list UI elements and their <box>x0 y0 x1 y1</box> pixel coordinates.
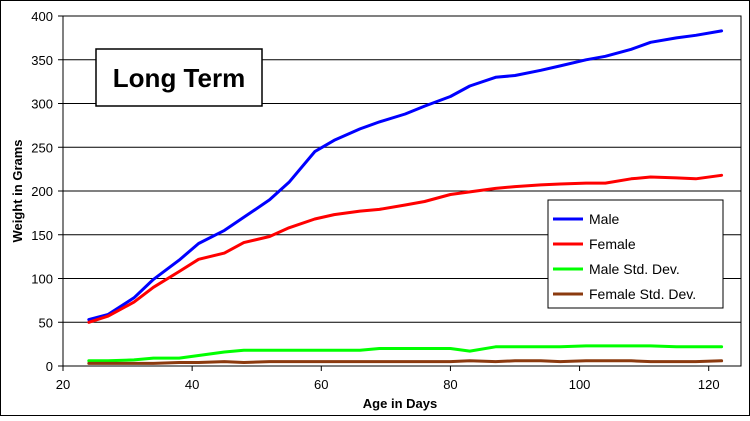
chart-title-box: Long Term <box>95 48 263 107</box>
y-tick-label: 250 <box>31 140 53 155</box>
legend-label-female: Female <box>589 236 636 252</box>
legend: Male Female Male Std. Dev. Female Std. Dev. <box>547 199 724 309</box>
x-tick-label: 20 <box>56 377 70 392</box>
legend-label-male: Male <box>589 211 620 227</box>
x-tick-label: 120 <box>698 377 720 392</box>
series-line-female-std-dev <box>87 359 724 365</box>
series-line-male <box>87 29 724 322</box>
x-tick-label: 60 <box>314 377 328 392</box>
x-axis-title: Age in Days <box>363 396 437 411</box>
legend-label-male-std-dev: Male Std. Dev. <box>589 261 680 277</box>
y-axis-title: Weight in Grams <box>10 139 25 242</box>
legend-label-female-std-dev: Female Std. Dev. <box>589 286 696 302</box>
series-line-male-std-dev <box>87 344 724 363</box>
y-tick-label: 300 <box>31 97 53 112</box>
y-axis-tick-labels: 0 50 100 150 200 250 300 350 400 <box>31 9 63 374</box>
series-lines <box>87 29 724 365</box>
y-tick-label: 350 <box>31 53 53 68</box>
x-tick-label: 40 <box>185 377 199 392</box>
x-axis-tick-labels: 20 40 60 80 100 120 <box>56 366 720 392</box>
x-tick-label: 100 <box>569 377 591 392</box>
y-tick-label: 50 <box>39 315 53 330</box>
y-tick-label: 100 <box>31 272 53 287</box>
chart-title: Long Term <box>113 63 245 93</box>
x-tick-label: 80 <box>443 377 457 392</box>
y-tick-label: 400 <box>31 9 53 24</box>
y-tick-label: 150 <box>31 228 53 243</box>
series-line-female <box>87 173 724 324</box>
y-tick-label: 0 <box>46 359 53 374</box>
y-tick-label: 200 <box>31 184 53 199</box>
